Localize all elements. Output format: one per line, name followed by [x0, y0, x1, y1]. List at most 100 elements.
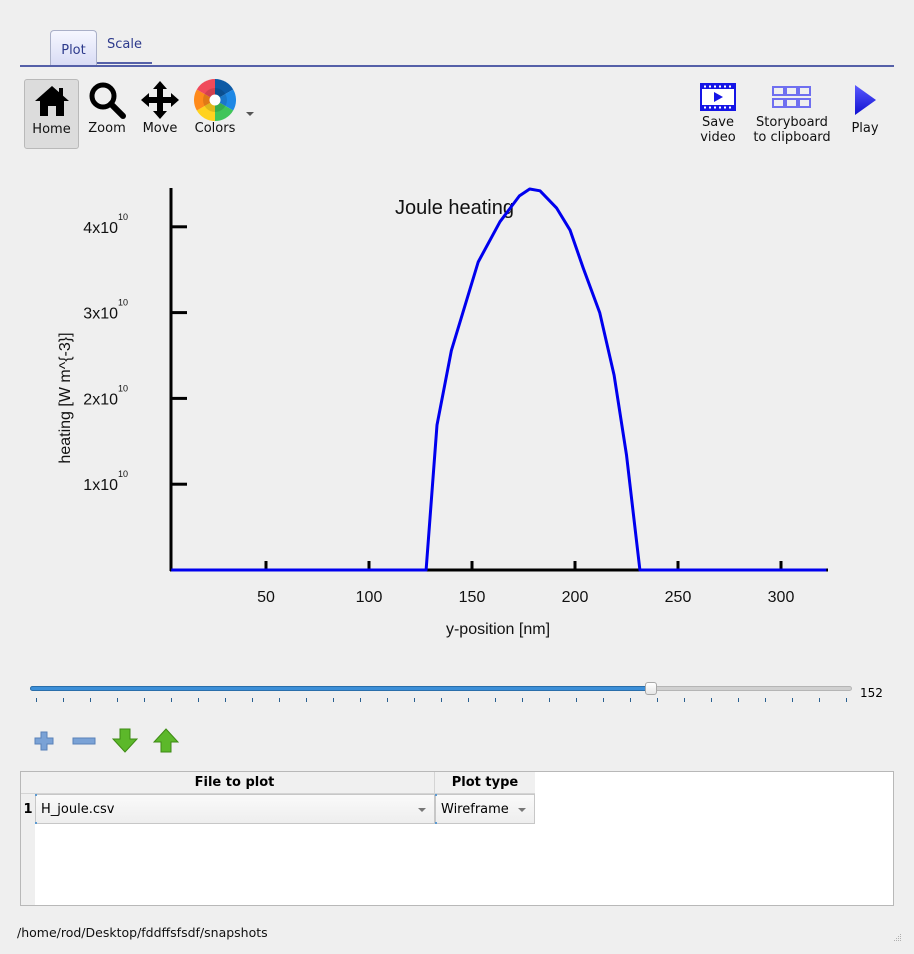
row-number: 1 [21, 794, 35, 824]
save-video-label: Save video [700, 115, 736, 145]
slider-tick [549, 698, 550, 702]
svg-text:50: 50 [257, 589, 275, 606]
svg-text:250: 250 [665, 589, 692, 606]
slider-tick [252, 698, 253, 702]
slider-tick [468, 698, 469, 702]
slider-tick [576, 698, 577, 702]
slider-tick [738, 698, 739, 702]
slider-tick [144, 698, 145, 702]
colors-dropdown-arrow-icon[interactable] [246, 112, 254, 116]
file-to-plot-value: H_joule.csv [41, 801, 115, 817]
storyboard-grid-icon [772, 79, 812, 115]
move-button[interactable]: Move [135, 79, 185, 149]
plus-icon [34, 731, 54, 751]
play-button[interactable]: Play [845, 79, 885, 149]
plot-type-select[interactable]: Wireframe [435, 794, 535, 824]
slider-tick [630, 698, 631, 702]
slider-tick [90, 698, 91, 702]
tab-plot-label: Plot [61, 42, 86, 58]
column-header-file[interactable]: File to plot [35, 772, 435, 794]
slider-tick [441, 698, 442, 702]
svg-text:200: 200 [562, 589, 589, 606]
tab-scale[interactable]: Scale [97, 30, 152, 64]
slider-tick [171, 698, 172, 702]
slider-tick [765, 698, 766, 702]
arrow-up-icon [153, 728, 179, 753]
slider-tick [414, 698, 415, 702]
move-arrows-icon [140, 79, 180, 121]
slider-tick [306, 698, 307, 702]
storyboard-button[interactable]: Storyboard to clipboard [750, 79, 834, 149]
colors-label: Colors [194, 121, 236, 136]
svg-text:10: 10 [118, 212, 128, 222]
play-icon [852, 79, 878, 121]
slider-tick [387, 698, 388, 702]
timestep-slider-handle[interactable] [644, 682, 657, 695]
color-wheel-icon [194, 79, 236, 121]
slider-tick [846, 698, 847, 702]
slider-tick [63, 698, 64, 702]
column-header-plot-type[interactable]: Plot type [435, 772, 535, 794]
add-row-button[interactable] [31, 728, 57, 754]
tab-bar-divider [20, 65, 894, 67]
arrow-down-icon [112, 728, 138, 753]
x-ticks: 50 100 150 200 250 300 [257, 561, 794, 606]
move-row-down-button[interactable] [112, 728, 138, 754]
slider-tick [198, 698, 199, 702]
move-row-up-button[interactable] [153, 728, 179, 754]
slider-tick [711, 698, 712, 702]
slider-tick [657, 698, 658, 702]
svg-text:10: 10 [118, 298, 128, 308]
save-video-button[interactable]: Save video [692, 79, 744, 149]
corner-header [21, 772, 35, 794]
home-label: Home [32, 122, 71, 137]
svg-text:300: 300 [768, 589, 795, 606]
x-axis-label: y-position [nm] [446, 621, 550, 638]
chart-title: Joule heating [395, 197, 514, 219]
move-label: Move [142, 121, 178, 136]
colors-button[interactable]: Colors [190, 79, 240, 149]
tab-plot[interactable]: Plot [50, 30, 97, 65]
y-axis-label: heating [W m^{-3}] [57, 332, 74, 463]
slider-tick [117, 698, 118, 702]
slider-tick [603, 698, 604, 702]
slider-tick [360, 698, 361, 702]
file-to-plot-select[interactable]: H_joule.csv [35, 794, 435, 824]
play-label: Play [851, 121, 879, 136]
slider-tick [819, 698, 820, 702]
svg-text:2x10: 2x10 [83, 391, 118, 408]
tab-scale-label: Scale [107, 36, 142, 52]
storyboard-label: Storyboard to clipboard [753, 115, 831, 145]
timestep-value: 152 [860, 686, 883, 700]
slider-tick [279, 698, 280, 702]
magnifier-icon [88, 79, 126, 121]
svg-text:1x10: 1x10 [83, 477, 118, 494]
svg-text:150: 150 [459, 589, 486, 606]
svg-text:3x10: 3x10 [83, 306, 118, 323]
chevron-down-icon [418, 808, 426, 812]
film-icon [700, 79, 736, 115]
slider-tick [333, 698, 334, 702]
chevron-down-icon [518, 808, 526, 812]
svg-text:10: 10 [118, 469, 128, 479]
plot-type-value: Wireframe [441, 801, 509, 817]
plot-files-table: File to plot Plot type 1 H_joule.csv Wir… [20, 771, 894, 906]
status-path: /home/rod/Desktop/fddffsfsdf/snapshots [17, 925, 268, 940]
joule-heating-chart[interactable]: Joule heating 50 100 150 200 250 300 1x10102x… [0, 160, 914, 650]
home-button[interactable]: Home [24, 79, 79, 149]
heating-curve [171, 187, 827, 572]
slider-tick [225, 698, 226, 702]
minus-icon [72, 737, 96, 745]
svg-text:4x10: 4x10 [83, 220, 118, 237]
timestep-slider-fill [30, 686, 655, 691]
slider-tick [36, 698, 37, 702]
slider-tick [495, 698, 496, 702]
svg-text:10: 10 [118, 383, 128, 393]
zoom-button[interactable]: Zoom [82, 79, 132, 149]
slider-tick [792, 698, 793, 702]
resize-grip-icon[interactable] [894, 934, 902, 942]
slider-tick [522, 698, 523, 702]
svg-text:100: 100 [356, 589, 383, 606]
remove-row-button[interactable] [71, 728, 97, 754]
